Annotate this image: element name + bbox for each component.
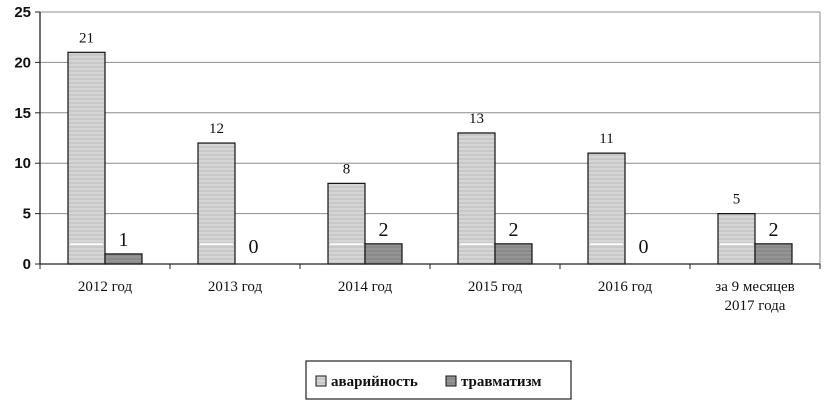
data-label-аварийность: 11 <box>599 131 613 147</box>
x-category-label: 2015 год <box>468 279 523 295</box>
bar-аварийность <box>197 142 236 265</box>
x-category-label: 2013 год <box>208 279 263 295</box>
bar-травматизм <box>364 243 403 265</box>
bar-аварийность <box>587 152 626 265</box>
data-label-аварийность: 21 <box>79 30 94 46</box>
legend-swatch-травматизм <box>445 375 457 387</box>
data-label-аварийность: 8 <box>343 161 351 177</box>
y-tick-label: 20 <box>14 54 31 71</box>
x-axis: 2012 год 2013 год 2014 год 2015 год 2016 год… <box>39 263 821 314</box>
y-tick-label: 25 <box>14 4 31 21</box>
data-label-травматизм: 2 <box>379 219 389 241</box>
y-axis: 0 5 10 15 20 25 <box>14 4 41 273</box>
legend-box <box>305 360 572 400</box>
x-category-label: 2016 год <box>598 279 653 295</box>
y-tick-label: 0 <box>23 256 31 273</box>
bar-аварийность <box>67 51 106 265</box>
data-label-аварийность: 5 <box>733 192 741 208</box>
data-label-травматизм: 2 <box>509 219 519 241</box>
y-tick-label: 5 <box>23 206 31 223</box>
data-label-травматизм: 0 <box>639 236 649 258</box>
y-tick-label: 15 <box>14 105 31 122</box>
y-tick-label: 10 <box>14 155 31 172</box>
bar-травматизм <box>494 243 533 265</box>
legend: аварийность травматизм <box>305 360 572 400</box>
x-category-label: 2012 год <box>78 279 133 295</box>
bar-аварийность <box>327 182 366 265</box>
gridlines <box>40 11 821 264</box>
legend-label-аварийность: аварийность <box>331 374 418 390</box>
data-label-травматизм: 2 <box>769 219 779 241</box>
x-category-label: за 9 месяцев 2017 года <box>715 279 794 314</box>
bars <box>67 51 793 265</box>
legend-label-травматизм: травматизм <box>461 374 542 390</box>
bar-травматизм <box>754 243 793 265</box>
data-label-травматизм: 0 <box>249 236 259 258</box>
bar-травматизм <box>104 253 143 265</box>
data-label-аварийность: 13 <box>469 111 484 127</box>
data-label-травматизм: 1 <box>119 229 129 251</box>
bar-аварийность <box>717 213 756 265</box>
data-label-аварийность: 12 <box>209 121 224 137</box>
legend-swatch-аварийность <box>315 375 327 387</box>
x-category-label: 2014 год <box>338 279 393 295</box>
